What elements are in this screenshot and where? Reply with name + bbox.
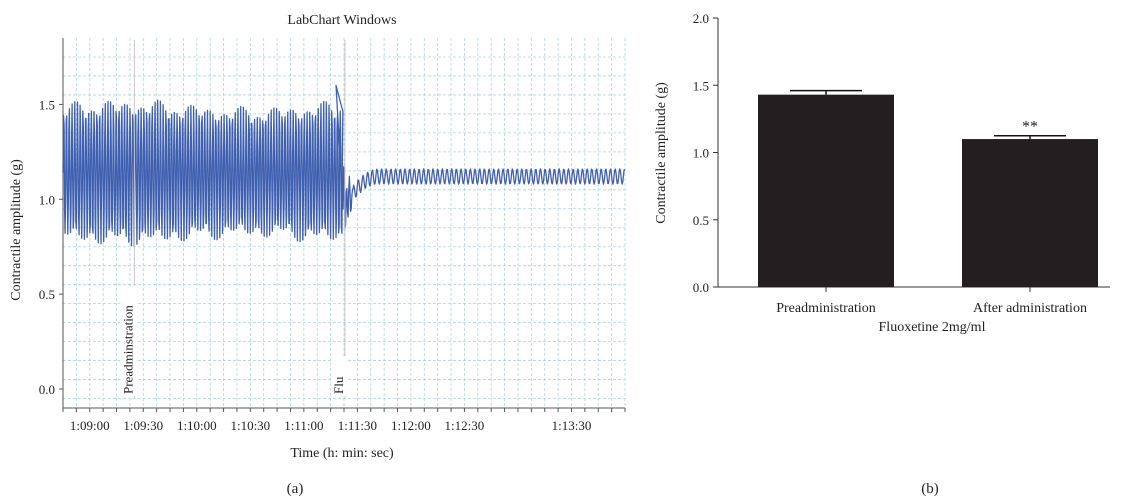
y-tick-label: 1.5 (39, 97, 55, 112)
panel-b-x-axis-label: Fluoxetine 2mg/ml (879, 320, 986, 335)
x-tick-label: 1:09:30 (123, 418, 163, 433)
panel-a-markers: Preadminstration Flu (120, 40, 347, 398)
panel-a-trace (62, 84, 626, 247)
panel-b-y-axis-label: Contractile amplitude (g) (654, 82, 669, 224)
x-tick-label: Preadministration (776, 301, 876, 316)
event-marker-label: Preadminstration (120, 305, 135, 394)
x-tick-label: 1:10:00 (177, 418, 217, 433)
panel-a-chart: LabChart Windows 0.00.51.01.5 1:09:00 1:0… (9, 13, 626, 497)
panel-a-x-axis-label: Time (h: min: sec) (290, 446, 394, 461)
panel-b-chart: 0.0 0.5 1.0 1.5 2.0 Preadministration After a… (654, 11, 1110, 497)
panel-b-caption: (b) (921, 481, 939, 497)
y-tick-label: 1.0 (39, 192, 55, 207)
event-marker-label-bg (330, 356, 347, 396)
y-tick-label: 1.0 (693, 146, 709, 161)
event-marker-label-bg (120, 286, 137, 396)
panel-a-x-ticks: 1:09:00 1:09:30 1:10:00 1:10:30 1:11:00 1:11:… (62, 408, 626, 433)
x-tick-label: 1:11:00 (284, 418, 323, 433)
x-tick-label: 1:11:30 (338, 418, 377, 433)
x-tick-label: 1:09:00 (70, 418, 110, 433)
panel-a-title: LabChart Windows (287, 13, 396, 28)
y-tick-label: 0.5 (693, 213, 709, 228)
signal-trace (62, 84, 626, 247)
x-tick-label: 1:13:30 (552, 418, 592, 433)
event-marker-label: Flu (331, 376, 346, 394)
panel-a-y-ticks: 0.0 0.5 1.0 1.5 (39, 97, 63, 397)
y-tick-label: 0.0 (693, 280, 709, 295)
panel-b-bars (758, 89, 1098, 287)
x-tick-label: 1:12:30 (445, 418, 485, 433)
bar (962, 139, 1098, 287)
bar (758, 94, 894, 287)
panel-a-y-axis-label: Contractile amplitude (g) (9, 159, 24, 301)
panel-b-y-ticks: 0.0 0.5 1.0 1.5 2.0 (693, 11, 718, 295)
panel-b-x-ticks: Preadministration After administration (776, 287, 1087, 316)
x-tick-label: 1:10:30 (230, 418, 270, 433)
y-tick-label: 2.0 (693, 11, 709, 26)
x-tick-label: 1:12:00 (391, 418, 431, 433)
significance-label: ** (1022, 119, 1038, 136)
x-tick-label: After administration (973, 301, 1087, 316)
y-tick-label: 0.0 (39, 382, 55, 397)
panel-a-caption: (a) (287, 481, 304, 497)
y-tick-label: 0.5 (39, 287, 55, 302)
y-tick-label: 1.5 (693, 78, 709, 93)
